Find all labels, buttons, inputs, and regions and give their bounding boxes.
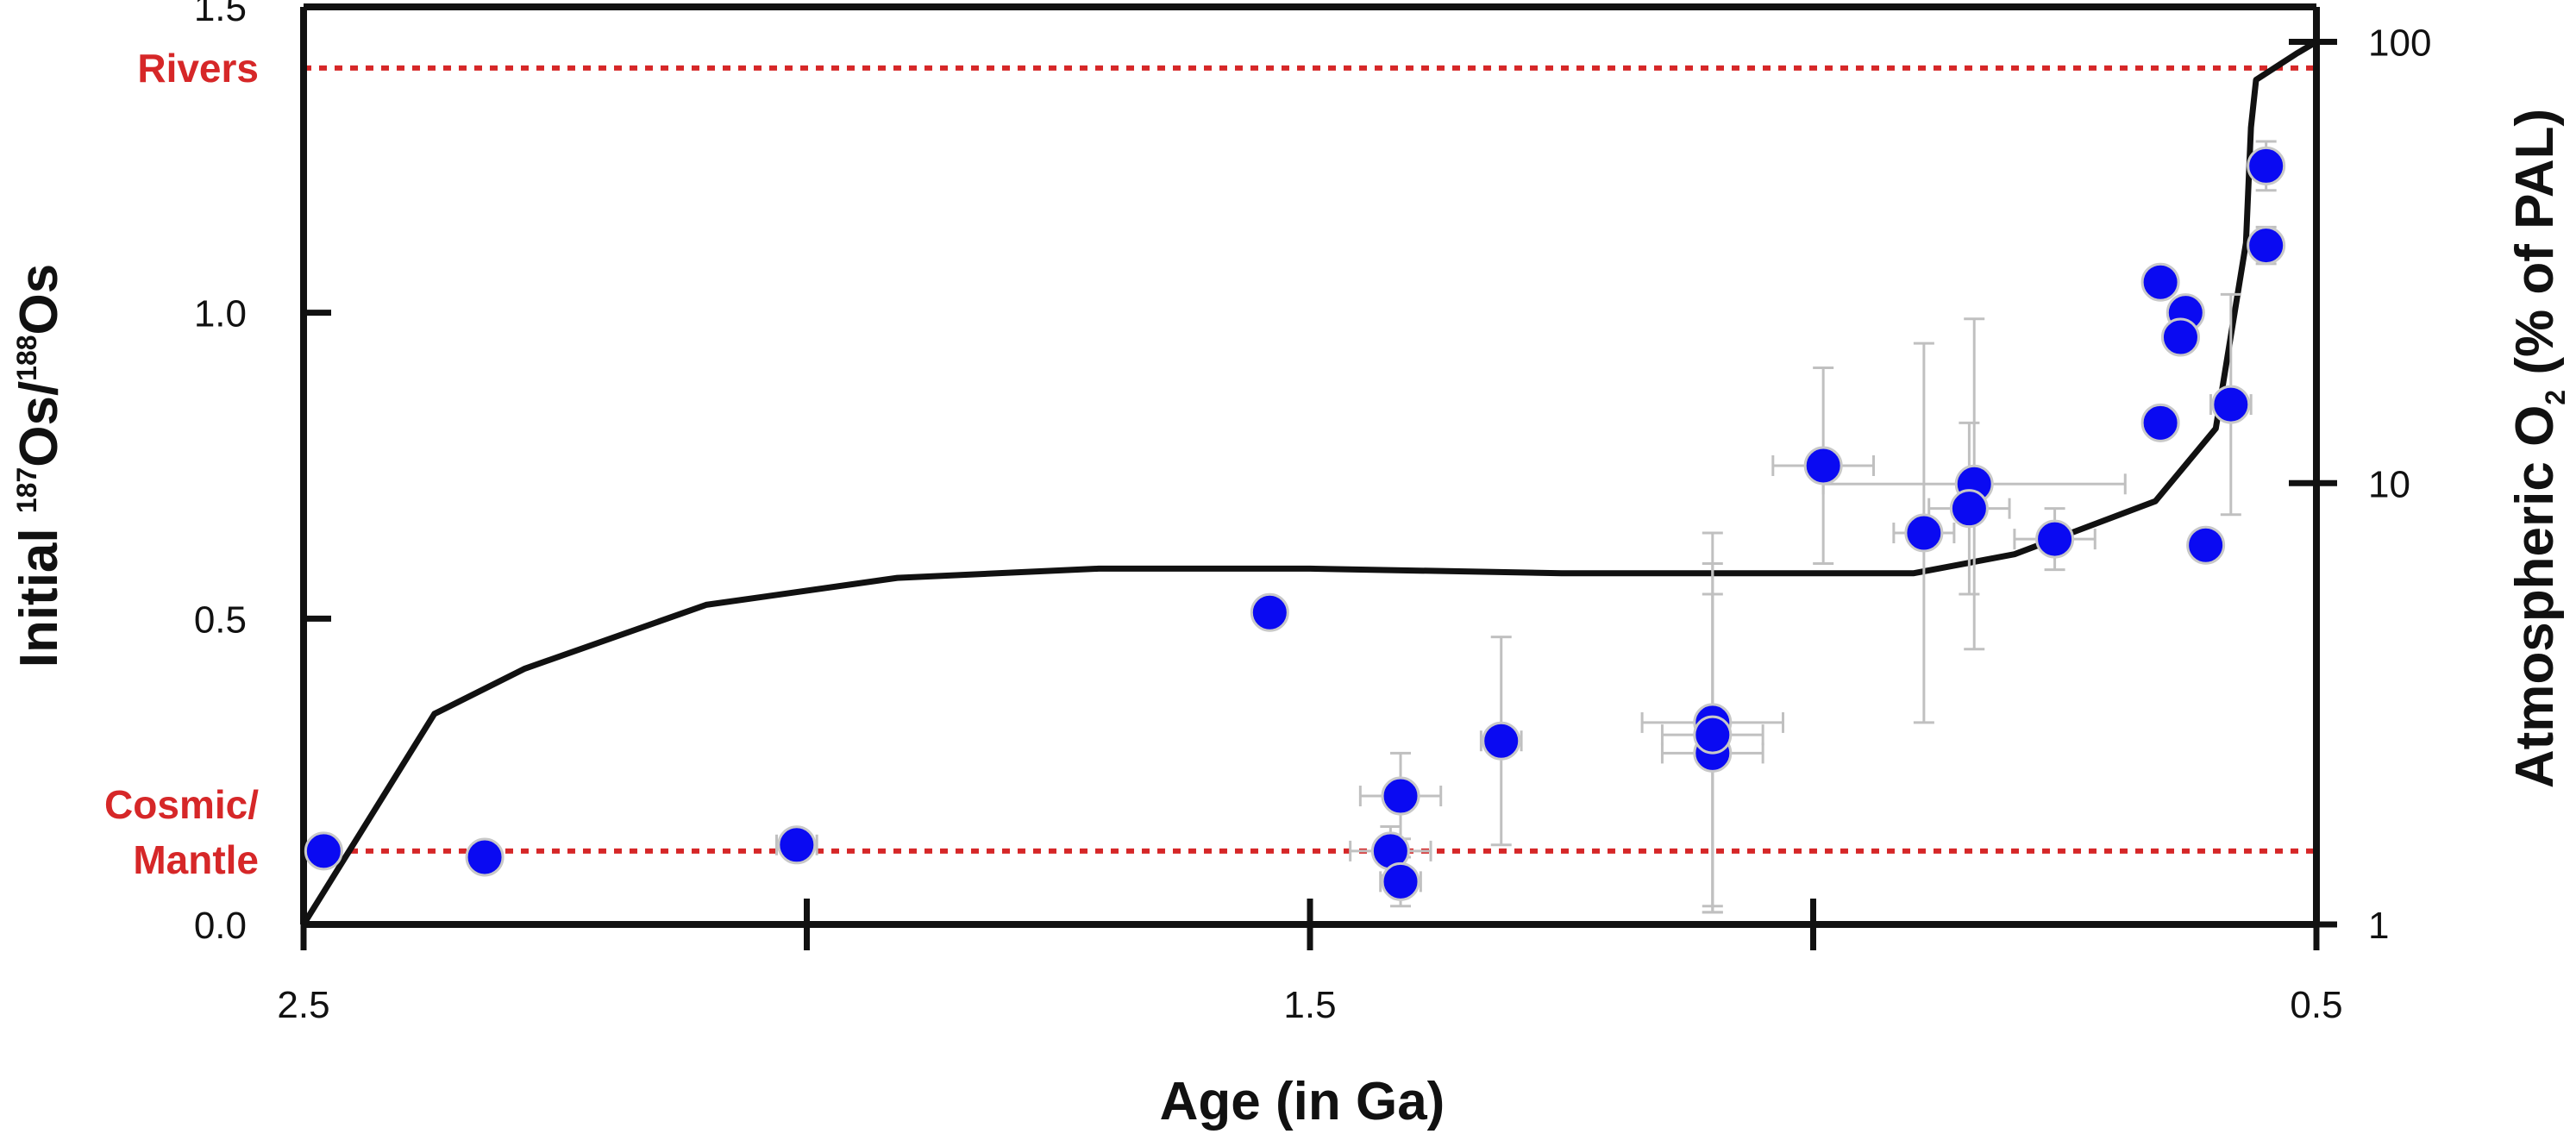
data-point: [1693, 715, 1733, 755]
y-axis-title-sup1: 187: [11, 467, 42, 513]
data-point: [2160, 317, 2200, 357]
data-point: [2247, 146, 2286, 185]
data-point: [1949, 489, 1989, 529]
data-point: [1803, 446, 1843, 486]
y-axis-title-sup2: 188: [11, 335, 42, 380]
reference-lines: Rivers Cosmic/Mantle: [104, 46, 2316, 882]
y2-axis-title-prefix: Atmospheric O: [2505, 405, 2565, 788]
data-point: [1482, 721, 1521, 761]
x-tick-label: 1.5: [1283, 984, 1336, 1026]
y-tick-label: 0.5: [194, 598, 247, 641]
data-point: [1904, 513, 1944, 553]
data-point: [777, 825, 817, 865]
y-ticks: 0.0 0.5 1.0 1.5: [194, 0, 331, 947]
y-axis-title-suffix: Os: [9, 264, 69, 335]
axes: [300, 3, 2320, 928]
y2-axis-title: Atmospheric O2 (% of PAL): [2505, 109, 2571, 788]
data-point: [304, 831, 343, 871]
data-point: [1381, 776, 1420, 816]
data-point: [465, 837, 505, 877]
data-point: [1381, 861, 1420, 901]
y-tick-label: 0.0: [194, 905, 247, 947]
y2-tick-label: 100: [2368, 22, 2431, 65]
y2-tick-label: 1: [2368, 905, 2389, 947]
data-points: [304, 146, 2286, 901]
o2-curve: [301, 39, 2318, 926]
y2-axis-title-sub: 2: [2540, 390, 2571, 405]
data-point: [2140, 262, 2180, 302]
y-axis-title-mid: Os/: [9, 381, 69, 467]
y-axis-title-prefix: Initial: [9, 513, 69, 667]
reference-label-0: Rivers: [137, 46, 259, 91]
x-tick-label: 0.5: [2290, 984, 2342, 1026]
x-tick-label: 2.5: [277, 984, 329, 1026]
x-axis-title: Age (in Ga): [1160, 1072, 1445, 1131]
x-ticks: 2.5 1.5 0.5: [277, 899, 2343, 1026]
reference-label-line: Cosmic/: [104, 782, 259, 827]
y2-axis-title-suffix: (% of PAL): [2505, 109, 2565, 390]
y-tick-label: 1.0: [194, 293, 247, 335]
y2-ticks: 1 10 100: [2289, 22, 2431, 947]
y2-tick-label: 10: [2368, 463, 2410, 505]
data-point: [2211, 385, 2251, 424]
data-point: [2247, 226, 2286, 266]
reference-label-1: Cosmic/Mantle: [104, 782, 259, 882]
reference-label-line: Rivers: [137, 46, 259, 91]
data-point: [2035, 519, 2075, 559]
data-point: [1250, 592, 1289, 632]
reference-label-line: Mantle: [133, 837, 259, 882]
data-point: [2140, 403, 2180, 442]
y-tick-label: 1.5: [194, 0, 247, 29]
y-axis-title: Initial 187Os/188Os: [9, 264, 69, 668]
data-point: [2186, 525, 2226, 565]
